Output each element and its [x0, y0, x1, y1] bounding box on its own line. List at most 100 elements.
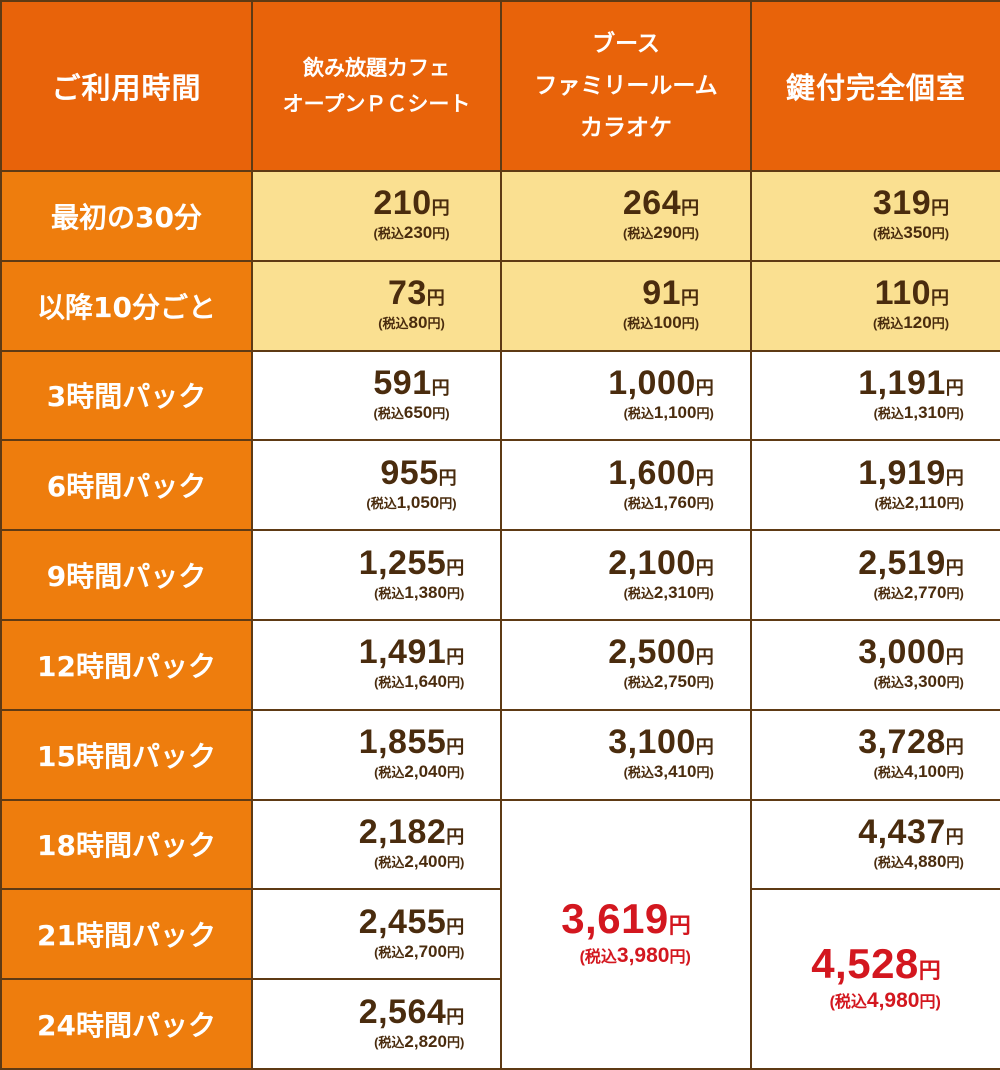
price: 319円 (税込350円): [873, 185, 949, 246]
price-row: 15時間パック 1,855円 (税込2,040円) 3,100円 (税込3,410円) 3…: [0, 708, 1000, 801]
price-cell-open-seat: 2,455円 (税込2,700円): [251, 888, 502, 981]
price-row: 21時間パック 2,455円 (税込2,700円) 4,528円 (税込4,980円): [0, 888, 1000, 1070]
price-cell-booth: 1,600円 (税込1,760円): [500, 439, 752, 532]
price-amount: 4,528: [811, 940, 919, 988]
price: 3,619円 (税込3,980円): [561, 896, 691, 972]
price: 1,600円 (税込1,760円): [608, 455, 714, 516]
price-cell-booth: 1,000円 (税込1,100円): [500, 349, 752, 442]
price-amount: 264: [622, 184, 682, 223]
yen-unit: 円: [446, 647, 465, 669]
price-tax-included: (税込230円): [373, 223, 450, 243]
price-amount: 1,600: [608, 453, 696, 492]
row-label: 18時間パック: [0, 798, 253, 891]
price-amount: 1,255: [358, 543, 447, 582]
yen-unit: 円: [446, 557, 465, 579]
yen-unit: 円: [945, 557, 964, 579]
price: 2,564円 (税込2,820円): [359, 994, 465, 1055]
price-amount: 2,455: [358, 902, 447, 941]
price: 1,191円 (税込1,310円): [858, 365, 964, 426]
yen-unit: 円: [695, 467, 714, 489]
price-tax-included: (税込2,110円): [874, 492, 964, 512]
price: 3,000円 (税込3,300円): [858, 634, 964, 695]
price: 264円 (税込290円): [623, 185, 699, 246]
yen-unit: 円: [426, 288, 445, 310]
yen-unit: 円: [945, 826, 964, 848]
price-row: 9時間パック 1,255円 (税込1,380円) 2,100円 (税込2,310円) 2,…: [0, 529, 1000, 621]
price-tax-included: (税込1,640円): [374, 672, 465, 692]
price-tax-included: (税込2,820円): [374, 1031, 465, 1051]
price-amount: 1,191: [858, 363, 946, 402]
price: 3,728円 (税込4,100円): [858, 724, 964, 785]
price-cell-booth: 2,100円 (税込2,310円): [500, 529, 752, 621]
yen-unit: 円: [931, 288, 950, 310]
yen-unit: 円: [446, 737, 465, 759]
price-cell-open-seat: 591円 (税込650円): [251, 349, 502, 442]
yen-unit: 円: [945, 737, 964, 759]
price-amount: 1,855: [358, 723, 447, 762]
price-cell-booth: 91円 (税込100円): [500, 259, 752, 352]
price-amount: 210: [373, 184, 432, 223]
price-amount: 2,182: [358, 812, 447, 851]
row-label: 最初の30分: [0, 170, 253, 262]
yen-unit: 円: [446, 826, 465, 848]
price-cell-private: 3,000円 (税込3,300円): [750, 618, 1000, 711]
price-amount: 2,100: [608, 543, 696, 582]
yen-unit: 円: [446, 916, 465, 938]
yen-unit: 円: [681, 198, 700, 220]
price: 591円 (税込650円): [373, 365, 449, 426]
price-tax-included: (税込4,880円): [873, 851, 964, 871]
row-label: 12時間パック: [0, 618, 253, 711]
header-col1-line2: オープンＰＣシート: [282, 92, 471, 116]
price-amount: 2,564: [358, 992, 447, 1031]
price-amount: 1,491: [358, 633, 447, 672]
row-label: 9時間パック: [0, 529, 253, 621]
price-cell-open-seat: 73円 (税込80円): [251, 259, 502, 352]
price-tax-included: (税込3,980円): [579, 944, 691, 968]
price: 4,437円 (税込4,880円): [858, 814, 964, 875]
price: 955円 (税込1,050円): [366, 455, 456, 516]
price-cell-open-seat: 1,491円 (税込1,640円): [251, 618, 502, 711]
price: 73円 (税込80円): [378, 275, 445, 336]
price: 2,519円 (税込2,770円): [858, 545, 964, 606]
price-cell-private: 2,519円 (税込2,770円): [750, 529, 1000, 621]
price-cell-open-seat: 2,182円 (税込2,400円): [251, 798, 502, 891]
price-cell-private: 3,728円 (税込4,100円): [750, 708, 1000, 801]
price-amount: 3,728: [858, 723, 946, 762]
price-cell-booth-merged: 3,619円 (税込3,980円): [500, 798, 752, 1070]
yen-unit: 円: [695, 377, 714, 399]
price-tax-included: (税込100円): [622, 313, 700, 333]
price-tax-included: (税込1,380円): [374, 582, 465, 602]
price-tax-included: (税込4,980円): [829, 989, 941, 1013]
price-row: 最初の30分 210 円 (税込230円) 264円 (税込290円) 319円 (税込350…: [0, 170, 1000, 262]
price-amount: 955: [380, 453, 439, 492]
price-row: 18時間パック 2,182円 (税込2,400円) 3,619円 (税込3,980円) 4…: [0, 798, 1000, 1070]
price: 2,500円 (税込2,750円): [608, 634, 714, 695]
price-amount: 1,919: [858, 453, 946, 492]
header-col2-line3: カラオケ: [580, 115, 672, 141]
price: 110円 (税込120円): [873, 275, 949, 336]
row-label: 21時間パック: [0, 888, 253, 981]
header-col1-line1: 飲み放題カフェ: [303, 56, 450, 80]
yen-unit: 円: [681, 288, 700, 310]
price-cell-private: 110円 (税込120円): [750, 259, 1000, 352]
yen-unit: 円: [446, 1006, 465, 1028]
row-label: 24時間パック: [0, 978, 253, 1070]
yen-unit: 円: [668, 914, 691, 940]
header-col2-line1: ブース: [592, 31, 660, 57]
price-amount: 2,500: [608, 633, 696, 672]
price-tax-included: (税込120円): [872, 313, 950, 333]
price-amount: 110: [874, 274, 932, 313]
price: 1,855円 (税込2,040円): [359, 724, 465, 785]
yen-unit: 円: [918, 959, 941, 985]
price: 91円 (税込100円): [623, 275, 699, 336]
header-usage-time: ご利用時間: [0, 0, 253, 172]
price-row: 3時間パック 591円 (税込650円) 1,000円 (税込1,100円) 1,191円…: [0, 349, 1000, 442]
price-amount: 1,000: [608, 363, 696, 402]
price: 1,255円 (税込1,380円): [359, 545, 465, 606]
price-amount: 591: [373, 363, 432, 402]
price-amount: 4,437: [858, 812, 946, 851]
price-row: 以降10分ごと 73円 (税込80円) 91円 (税込100円) 110円 (税込120円): [0, 259, 1000, 352]
price-cell-open-seat: 1,855円 (税込2,040円): [251, 708, 502, 801]
price-cell-private: 1,919円 (税込2,110円): [750, 439, 1000, 532]
